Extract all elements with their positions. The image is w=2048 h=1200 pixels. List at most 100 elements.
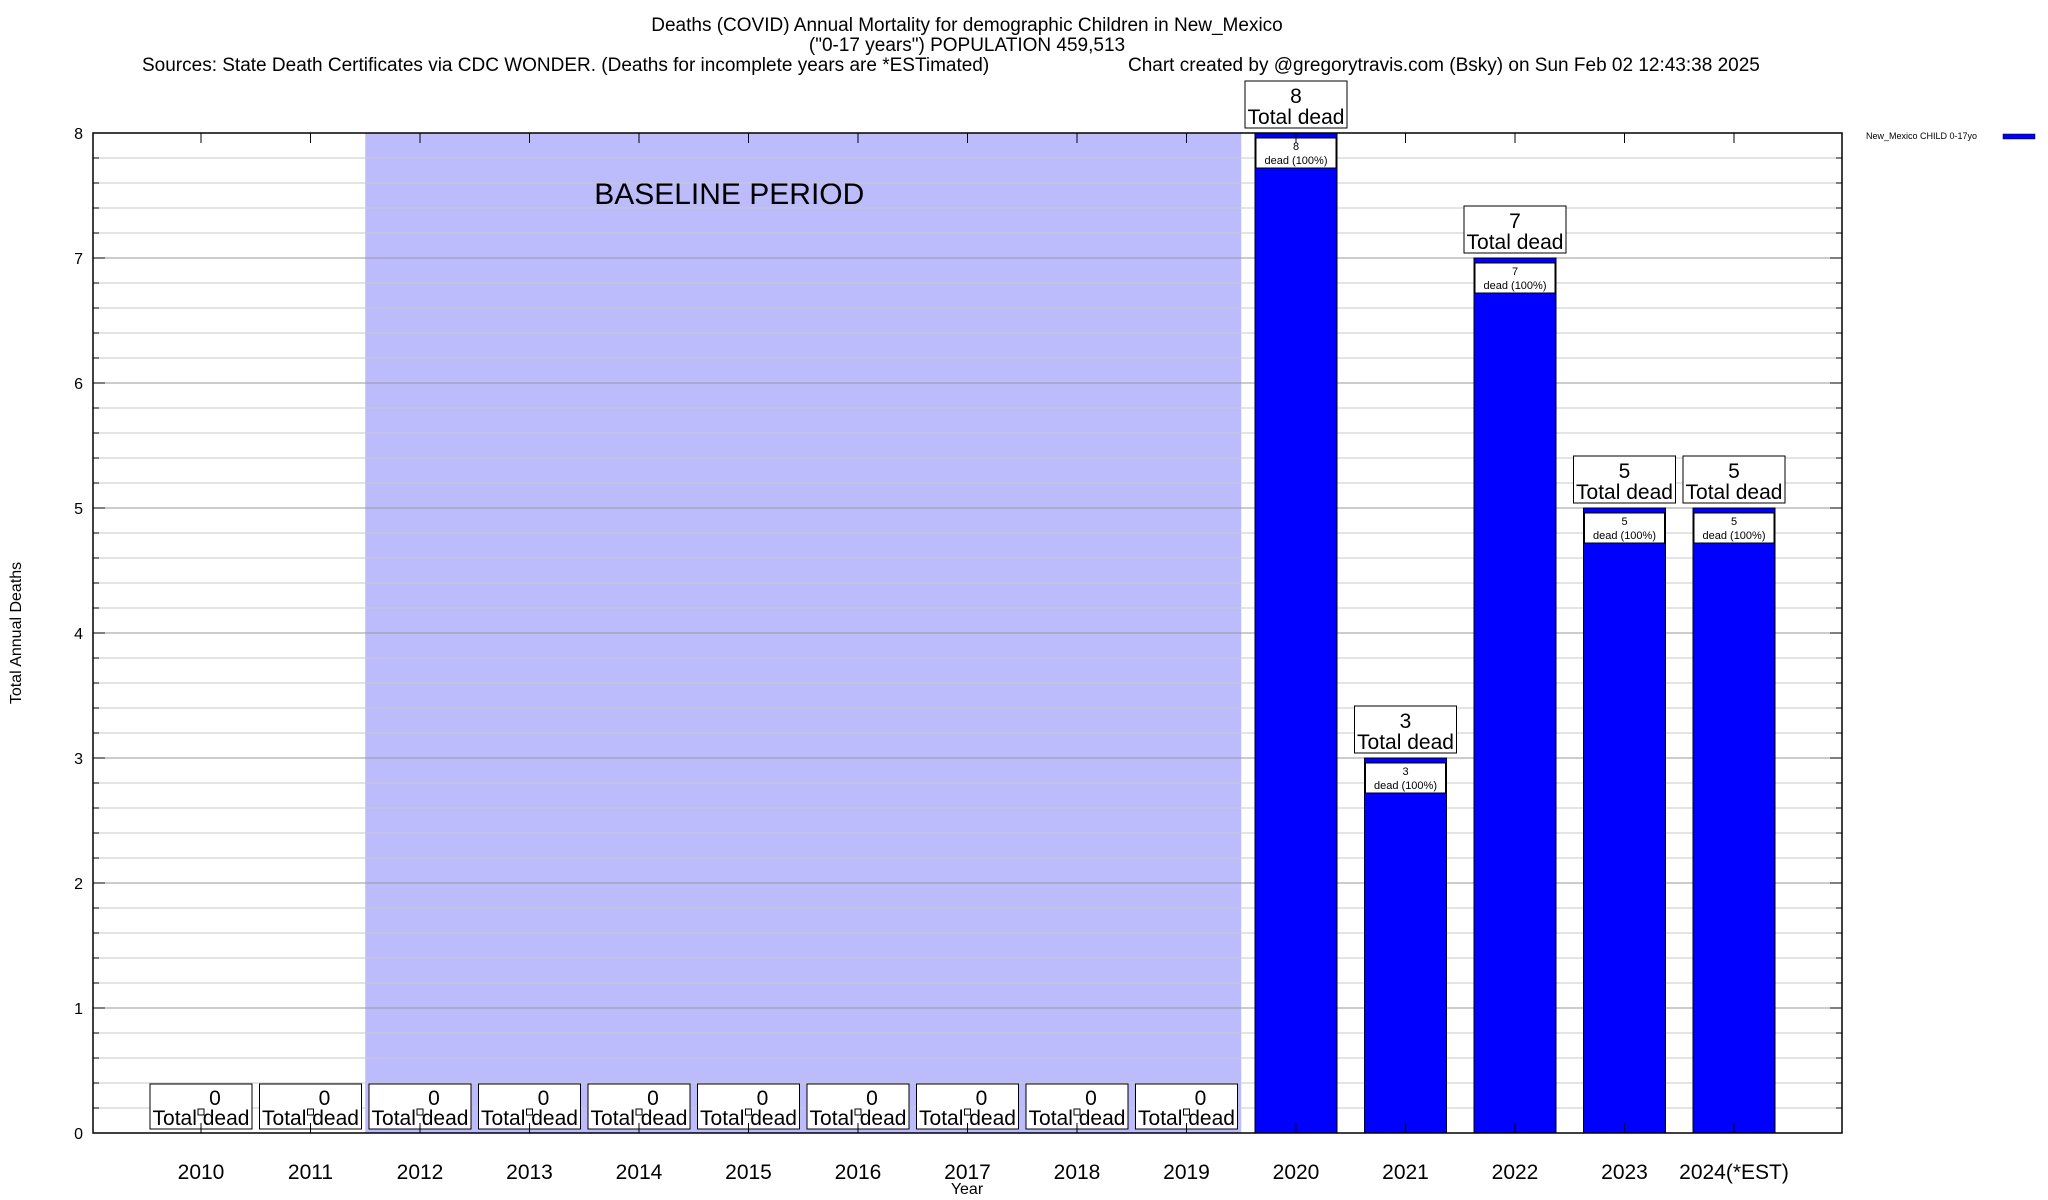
- segment-label-box: [1584, 512, 1665, 544]
- zero-marker: [1073, 1108, 1081, 1116]
- x-tick-label: 2016: [835, 1161, 882, 1184]
- total-label-text: Total dead: [1467, 231, 1564, 254]
- zero-marker: [745, 1108, 752, 1116]
- y-tick-label: 0: [74, 1126, 83, 1143]
- x-tick-label: 2012: [397, 1161, 444, 1184]
- x-tick-label: 2024(*EST): [1679, 1161, 1789, 1184]
- total-label-box: [368, 1083, 472, 1130]
- total-label-box: [149, 1083, 253, 1130]
- total-label-text: Total dead: [153, 1107, 250, 1130]
- total-label-box: [916, 1083, 1019, 1130]
- y-tick-label: 3: [74, 751, 83, 768]
- total-label-box: [1573, 455, 1676, 504]
- total-label-text: Total dead: [1686, 481, 1783, 504]
- segment-label-box: [1693, 512, 1775, 544]
- x-tick-label: 2022: [1492, 1161, 1539, 1184]
- x-axis-label: Year: [951, 1181, 984, 1198]
- x-tick-label: 2013: [506, 1161, 553, 1184]
- bar: [1364, 757, 1447, 1134]
- total-label-text: Total dead: [372, 1107, 469, 1130]
- zero-marker: [197, 1108, 205, 1116]
- x-tick-label: 2017: [944, 1161, 991, 1184]
- total-label-value: 0: [647, 1087, 659, 1110]
- y-tick-label: 1: [74, 1001, 83, 1018]
- segment-label-value: 5: [1621, 516, 1627, 528]
- zero-marker: [416, 1108, 424, 1116]
- total-label-value: 3: [1400, 710, 1412, 733]
- segment-label-value: 3: [1402, 766, 1408, 778]
- total-label-text: Total dead: [1029, 1107, 1126, 1130]
- bar: [1254, 132, 1338, 1134]
- segment-label-box: [1474, 262, 1556, 294]
- total-label-text: Total dead: [1248, 106, 1345, 129]
- zero-marker: [635, 1108, 643, 1116]
- total-label-value: 0: [1195, 1087, 1207, 1110]
- y-tick-label: 2: [74, 876, 83, 893]
- total-label-text: Total dead: [1357, 731, 1454, 754]
- total-label-box: [1025, 1083, 1129, 1130]
- segment-label-text: dead (100%): [1484, 280, 1547, 292]
- total-label-text: Total dead: [919, 1107, 1016, 1130]
- zero-marker: [307, 1108, 314, 1116]
- segment-label-value: 7: [1512, 266, 1518, 278]
- total-label-box: [697, 1083, 800, 1130]
- zero-marker: [1183, 1108, 1190, 1116]
- y-tick-label: 7: [74, 251, 83, 268]
- x-tick-label: 2021: [1382, 1161, 1429, 1184]
- total-label-value: 0: [428, 1087, 440, 1110]
- total-label-text: Total dead: [481, 1107, 578, 1130]
- total-label-text: Total dead: [591, 1107, 688, 1130]
- total-label-box: [259, 1083, 362, 1130]
- segment-label-text: dead (100%): [1265, 155, 1328, 167]
- bar: [1473, 257, 1557, 1134]
- total-label-value: 5: [1619, 460, 1631, 483]
- total-label-box: [806, 1083, 910, 1130]
- total-label-box: [1463, 205, 1567, 254]
- y-axis-label: Total Annual Deaths: [8, 562, 25, 704]
- total-label-box: [1354, 705, 1457, 754]
- total-label-text: Total dead: [810, 1107, 907, 1130]
- zero-marker: [854, 1108, 862, 1116]
- x-tick-label: 2018: [1054, 1161, 1101, 1184]
- chart-credit: Chart created by @gregorytravis.com (Bsk…: [1128, 55, 1760, 76]
- zero-marker: [526, 1108, 533, 1116]
- x-tick-label: 2023: [1601, 1161, 1648, 1184]
- total-label-value: 0: [976, 1087, 988, 1110]
- legend-swatch: [2002, 133, 2036, 140]
- total-label-value: 0: [319, 1087, 331, 1110]
- x-tick-label: 2019: [1163, 1161, 1210, 1184]
- total-label-text: Total dead: [700, 1107, 797, 1130]
- total-label-text: Total dead: [1138, 1107, 1235, 1130]
- total-label-text: Total dead: [262, 1107, 359, 1130]
- total-label-text: Total dead: [1576, 481, 1673, 504]
- segment-label-box: [1365, 762, 1446, 794]
- total-label-value: 8: [1290, 85, 1302, 108]
- segment-label-value: 8: [1293, 141, 1299, 153]
- bar: [1692, 507, 1776, 1134]
- legend-label: New_Mexico CHILD 0-17yo: [1866, 131, 1977, 141]
- total-label-value: 0: [757, 1087, 769, 1110]
- segment-label-text: dead (100%): [1593, 530, 1656, 542]
- zero-marker: [964, 1108, 971, 1116]
- y-tick-label: 6: [74, 376, 83, 393]
- total-label-value: 7: [1509, 210, 1521, 233]
- total-label-value: 0: [866, 1087, 878, 1110]
- chart-subtitle: ("0-17 years") POPULATION 459,513: [809, 35, 1125, 56]
- segment-label-text: dead (100%): [1703, 530, 1766, 542]
- x-tick-label: 2011: [288, 1161, 333, 1184]
- y-tick-label: 8: [74, 126, 83, 143]
- total-label-value: 0: [1085, 1087, 1097, 1110]
- chart-title: Deaths (COVID) Annual Mortality for demo…: [651, 15, 1282, 36]
- bar: [1583, 507, 1666, 1134]
- x-tick-label: 2015: [725, 1161, 772, 1184]
- total-label-value: 5: [1728, 460, 1740, 483]
- x-tick-label: 2010: [178, 1161, 225, 1184]
- segment-label-text: dead (100%): [1374, 780, 1437, 792]
- total-label-value: 0: [538, 1087, 550, 1110]
- x-tick-label: 2014: [616, 1161, 663, 1184]
- segment-label-value: 5: [1731, 516, 1737, 528]
- x-tick-label: 2020: [1273, 1161, 1320, 1184]
- y-tick-label: 5: [74, 501, 83, 518]
- chart-sources: Sources: State Death Certificates via CD…: [142, 55, 989, 76]
